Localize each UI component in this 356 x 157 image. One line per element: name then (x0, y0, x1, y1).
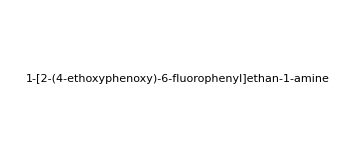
Text: 1-[2-(4-ethoxyphenoxy)-6-fluorophenyl]ethan-1-amine: 1-[2-(4-ethoxyphenoxy)-6-fluorophenyl]et… (26, 73, 330, 84)
